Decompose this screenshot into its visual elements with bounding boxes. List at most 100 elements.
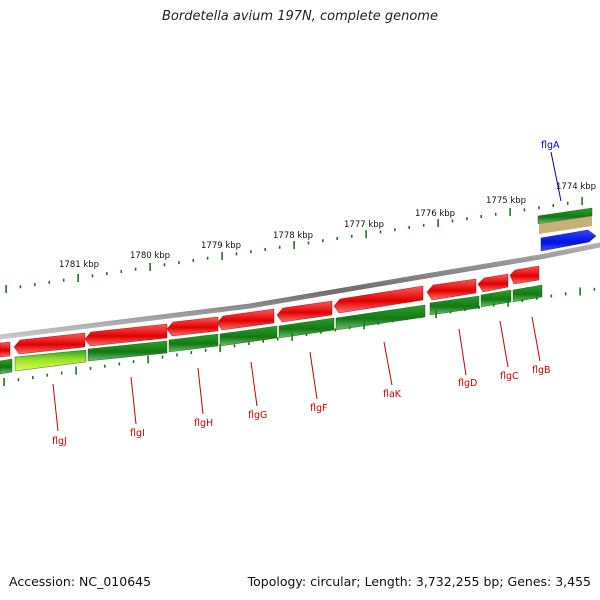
outer-minor-tick [134,267,137,271]
inner-minor-tick [89,366,92,370]
kbp-label-1778: 1778 kbp [273,231,313,241]
outer-minor-tick [235,252,238,256]
outer-minor-tick [350,234,353,238]
inner-minor-tick [305,333,308,336]
inner-minor-tick [593,287,596,291]
accession-text: Accession: NC_010645 [9,574,152,589]
gene-flgJ-red [13,332,86,355]
outer-minor-tick [466,217,468,221]
inner-major-tick [435,310,437,319]
outer-minor-tick [278,245,281,249]
outer-minor-tick [422,223,425,227]
cds-flgI [87,340,168,362]
inner-minor-tick [420,314,423,318]
inner-minor-tick [478,305,480,309]
inner-minor-tick [161,355,164,359]
inner-major-tick [579,287,581,296]
kbp-scale-labels: 1774 kbp 1775 kbp 1776 kbp 1777 kbp 1778… [59,182,596,270]
map-title: Bordetella avium 197N, complete genome [162,9,438,24]
gene-flgH-red [166,316,219,337]
outer-major-tick [437,219,439,228]
gene-flgI-red [84,323,168,347]
inner-minor-tick [32,376,34,379]
inner-minor-tick [176,353,178,357]
outer-minor-tick [523,208,526,212]
gene-label-flgC: flgC [500,371,519,382]
gene-label-flgB: flgB [532,365,551,376]
outer-minor-tick [322,239,324,243]
inner-minor-tick [60,371,63,375]
outer-minor-tick [379,230,382,234]
cds-flgJ [14,349,87,372]
cds-flgH [168,333,219,353]
inner-minor-tick [521,299,524,303]
outer-major-tick [221,252,223,261]
leader-flgD [458,328,467,376]
outer-minor-tick [178,261,180,265]
kbp-label-1777: 1777 kbp [344,220,384,230]
leader-flgA [550,151,562,202]
gene-label-flgH: flgH [194,418,213,429]
inner-major-tick [291,332,293,341]
outer-minor-tick [48,280,51,284]
leader-flgG [250,361,258,407]
outer-major-tick [365,230,367,239]
outer-minor-tick [34,283,36,287]
gene-label-flgJ: flgJ [52,436,67,447]
reverse-strand-genes [0,265,540,358]
outer-minor-tick [206,256,209,260]
leader-flgH [197,367,204,415]
leader-flaK [383,341,393,386]
inner-minor-tick [449,310,452,314]
inner-minor-tick [334,328,336,332]
outer-minor-tick [192,258,195,262]
inner-minor-tick [377,321,380,325]
gene-flgA-blue [540,229,597,252]
gene-flgB-red [509,265,540,285]
inner-minor-tick [262,339,264,343]
cds-flgB [512,284,543,303]
kbp-label-1776: 1776 kbp [415,209,455,219]
genome-backbone [0,242,600,340]
outer-minor-tick [163,263,166,267]
outer-major-tick [5,285,7,293]
gene-label-flgD: flgD [458,378,477,389]
outer-major-tick [77,274,79,282]
leader-flgC [499,320,509,368]
kbp-label-1781: 1781 kbp [59,260,99,270]
inner-minor-tick [492,303,495,307]
gene-flgC-red [477,273,509,293]
inner-minor-tick [392,319,394,323]
forward-strand-outer [537,207,597,252]
outer-major-tick [293,241,295,250]
outer-minor-tick [264,248,266,251]
leader-flgF [309,351,318,400]
leader-flgJ [52,383,59,432]
gene-label-flgG: flgG [248,410,267,421]
inner-major-tick [75,366,77,375]
outer-minor-tick [250,250,252,254]
inner-minor-tick [406,317,408,321]
inner-minor-tick [233,344,236,348]
outer-minor-tick [451,219,454,223]
gene-label-flgF: flgF [310,403,327,414]
leader-flgI [130,376,137,425]
outer-major-tick [509,208,511,217]
outer-major-tick [149,263,151,271]
kbp-label-1775: 1775 kbp [486,196,526,206]
inner-cds-ring [0,284,543,375]
inner-minor-tick [536,296,538,300]
gene-flaK-red [333,285,424,314]
inner-tick-ring [3,287,596,386]
inner-minor-tick [248,342,250,345]
inner-minor-tick [17,378,20,382]
gene-leader-lines [52,151,562,432]
outer-tick-ring [5,197,583,293]
cds-flgC [480,289,512,308]
genome-summary-text: Topology: circular; Length: 3,732,255 bp… [247,574,591,589]
outer-minor-tick [538,206,540,210]
outer-minor-tick [106,272,108,276]
outer-minor-tick [120,269,123,273]
inner-minor-tick [276,337,279,341]
